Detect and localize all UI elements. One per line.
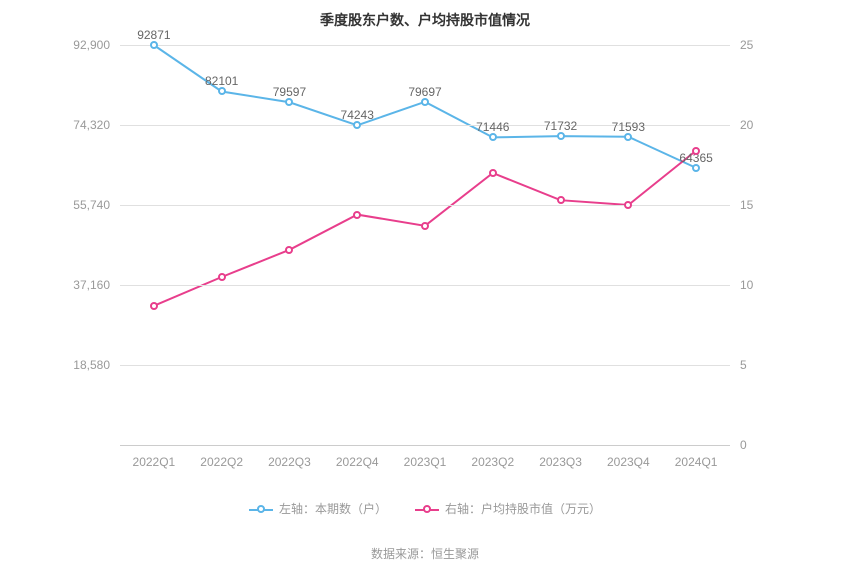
category-label: 2023Q4 (607, 455, 650, 469)
marker-avg_value (285, 246, 293, 254)
marker-avg_value (150, 302, 158, 310)
right-axis-tick: 20 (740, 118, 753, 132)
right-axis-tick: 15 (740, 198, 753, 212)
category-label: 2023Q2 (471, 455, 514, 469)
right-axis-tick: 0 (740, 438, 747, 452)
source-text: 数据来源：恒生聚源 (371, 547, 479, 561)
category-label: 2023Q1 (404, 455, 447, 469)
data-label-shareholders: 74243 (341, 109, 374, 123)
series-line-shareholders (154, 45, 696, 168)
chart-container: 季度股东户数、户均持股市值情况 18,58037,16055,74074,320… (0, 0, 850, 575)
legend-item-shareholders: 左轴：本期数（户） (249, 500, 387, 517)
left-axis-tick: 55,740 (73, 198, 110, 212)
marker-avg_value (353, 211, 361, 219)
category-label: 2022Q3 (268, 455, 311, 469)
legend-swatch (415, 503, 439, 515)
right-axis-tick: 5 (740, 358, 747, 372)
marker-avg_value (692, 147, 700, 155)
data-label-shareholders: 71446 (476, 121, 509, 135)
marker-avg_value (624, 201, 632, 209)
chart-title: 季度股东户数、户均持股市值情况 (0, 0, 850, 30)
data-label-shareholders: 71732 (544, 119, 577, 133)
left-axis-tick: 74,320 (73, 118, 110, 132)
marker-avg_value (557, 196, 565, 204)
gridline (120, 45, 730, 46)
source-label: 数据来源：恒生聚源 (0, 545, 850, 562)
category-label: 2024Q1 (675, 455, 718, 469)
data-label-shareholders: 92871 (137, 28, 170, 42)
legend-swatch (249, 503, 273, 515)
category-label: 2022Q4 (336, 455, 379, 469)
gridline (120, 205, 730, 206)
marker-avg_value (489, 169, 497, 177)
x-axis-line (120, 445, 730, 446)
data-label-shareholders: 82101 (205, 75, 238, 89)
category-label: 2023Q3 (539, 455, 582, 469)
data-label-shareholders: 71593 (612, 120, 645, 134)
legend-label: 右轴：户均持股市值（万元） (445, 500, 601, 517)
left-axis-tick: 92,900 (73, 38, 110, 52)
category-label: 2022Q2 (200, 455, 243, 469)
gridline (120, 365, 730, 366)
right-axis-tick: 10 (740, 278, 753, 292)
legend-label: 左轴：本期数（户） (279, 500, 387, 517)
data-label-shareholders: 79697 (408, 85, 441, 99)
plot-area: 18,58037,16055,74074,32092,9000510152025… (120, 45, 730, 445)
left-axis-tick: 37,160 (73, 278, 110, 292)
left-axis-tick: 18,580 (73, 358, 110, 372)
marker-avg_value (421, 222, 429, 230)
gridline (120, 285, 730, 286)
category-label: 2022Q1 (133, 455, 176, 469)
marker-avg_value (218, 273, 226, 281)
legend: 左轴：本期数（户） 右轴：户均持股市值（万元） (0, 500, 850, 518)
legend-item-avg_value: 右轴：户均持股市值（万元） (415, 500, 601, 517)
data-label-shareholders: 79597 (273, 85, 306, 99)
right-axis-tick: 25 (740, 38, 753, 52)
